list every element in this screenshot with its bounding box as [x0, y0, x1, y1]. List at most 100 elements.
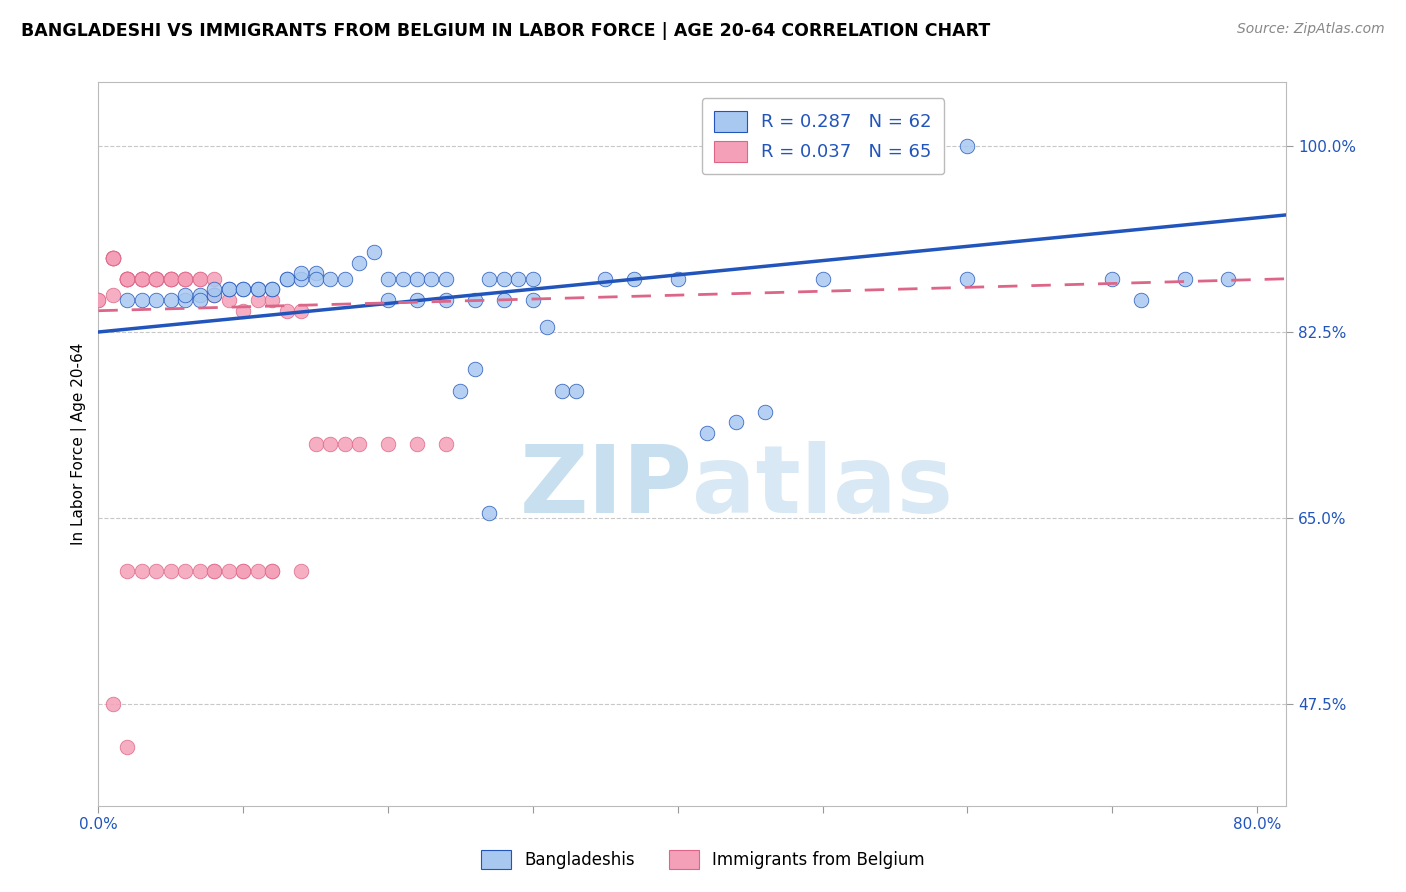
Point: [218, 565, 240, 579]
Point: [131, 272, 153, 286]
Point: [246, 282, 269, 296]
Point: [262, 565, 284, 579]
Point: [117, 565, 139, 579]
Point: [508, 272, 530, 286]
Point: [174, 293, 197, 307]
Point: [377, 293, 399, 307]
Point: [131, 272, 153, 286]
Point: [232, 282, 254, 296]
Point: [145, 272, 167, 286]
Point: [131, 272, 153, 286]
Point: [522, 272, 544, 286]
Point: [551, 384, 574, 398]
Point: [696, 426, 718, 441]
Point: [188, 272, 211, 286]
Point: [666, 272, 689, 286]
Point: [262, 282, 284, 296]
Point: [522, 293, 544, 307]
Point: [333, 436, 356, 450]
Point: [363, 245, 385, 260]
Legend: Bangladeshis, Immigrants from Belgium: Bangladeshis, Immigrants from Belgium: [471, 840, 935, 880]
Point: [159, 272, 181, 286]
Point: [117, 293, 139, 307]
Point: [202, 287, 225, 301]
Text: BANGLADESHI VS IMMIGRANTS FROM BELGIUM IN LABOR FORCE | AGE 20-64 CORRELATION CH: BANGLADESHI VS IMMIGRANTS FROM BELGIUM I…: [21, 22, 990, 40]
Point: [101, 251, 124, 265]
Point: [159, 272, 181, 286]
Point: [811, 272, 834, 286]
Point: [956, 138, 979, 153]
Point: [188, 272, 211, 286]
Point: [290, 272, 312, 286]
Point: [262, 565, 284, 579]
Point: [595, 272, 617, 286]
Point: [1216, 272, 1239, 286]
Point: [1101, 272, 1123, 286]
Point: [159, 293, 181, 307]
Point: [406, 272, 429, 286]
Point: [565, 384, 588, 398]
Point: [377, 436, 399, 450]
Point: [174, 287, 197, 301]
Point: [188, 287, 211, 301]
Point: [218, 293, 240, 307]
Point: [117, 740, 139, 755]
Point: [304, 272, 326, 286]
Point: [232, 565, 254, 579]
Point: [464, 293, 486, 307]
Point: [1130, 293, 1153, 307]
Point: [492, 272, 515, 286]
Point: [117, 272, 139, 286]
Point: [464, 362, 486, 376]
Text: atlas: atlas: [692, 442, 953, 533]
Point: [276, 272, 298, 286]
Point: [492, 293, 515, 307]
Point: [101, 251, 124, 265]
Point: [117, 272, 139, 286]
Point: [87, 293, 110, 307]
Point: [117, 272, 139, 286]
Point: [117, 272, 139, 286]
Point: [188, 293, 211, 307]
Point: [434, 293, 457, 307]
Point: [347, 436, 370, 450]
Point: [188, 565, 211, 579]
Point: [434, 436, 457, 450]
Point: [101, 251, 124, 265]
Point: [333, 272, 356, 286]
Point: [246, 565, 269, 579]
Point: [262, 282, 284, 296]
Point: [159, 272, 181, 286]
Point: [290, 565, 312, 579]
Text: ZIP: ZIP: [519, 442, 692, 533]
Point: [434, 272, 457, 286]
Point: [754, 405, 776, 419]
Point: [202, 272, 225, 286]
Point: [319, 272, 342, 286]
Point: [276, 303, 298, 318]
Point: [101, 698, 124, 712]
Point: [131, 272, 153, 286]
Point: [174, 565, 197, 579]
Y-axis label: In Labor Force | Age 20-64: In Labor Force | Age 20-64: [72, 343, 87, 545]
Point: [174, 272, 197, 286]
Point: [202, 282, 225, 296]
Point: [101, 251, 124, 265]
Point: [246, 282, 269, 296]
Text: Source: ZipAtlas.com: Source: ZipAtlas.com: [1237, 22, 1385, 37]
Point: [319, 436, 342, 450]
Point: [218, 282, 240, 296]
Point: [246, 293, 269, 307]
Point: [101, 251, 124, 265]
Point: [202, 287, 225, 301]
Point: [304, 436, 326, 450]
Point: [117, 272, 139, 286]
Point: [290, 267, 312, 281]
Point: [262, 293, 284, 307]
Point: [956, 272, 979, 286]
Point: [449, 384, 471, 398]
Point: [145, 293, 167, 307]
Point: [232, 303, 254, 318]
Point: [174, 272, 197, 286]
Point: [406, 436, 429, 450]
